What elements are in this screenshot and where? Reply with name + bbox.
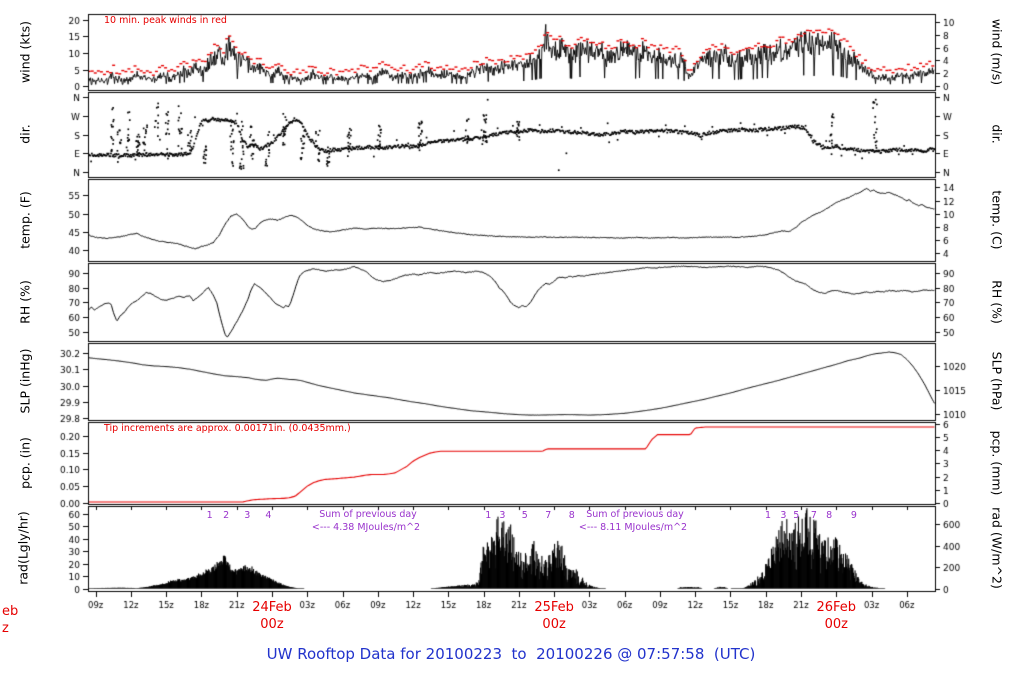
axis-label-slp-right: SLP (hPa) — [989, 351, 1005, 411]
x-axis-date-label: 25Feb — [534, 600, 574, 615]
rad-hour-marker: 4 — [265, 510, 272, 521]
rad-hour-marker: 1 — [485, 510, 492, 521]
rad-hour-marker: 5 — [521, 510, 528, 521]
axis-label-pcp-left: pcp. (in) — [17, 437, 33, 489]
page-title: UW Rooftop Data for 20100223 to 20100226… — [266, 645, 756, 663]
axis-label-wind-left: wind (kts) — [17, 21, 33, 83]
x-axis-date-label: 26Feb — [816, 600, 857, 615]
rad-hour-marker: 7 — [810, 510, 817, 521]
x-axis-date-time-label: 00z — [542, 617, 566, 632]
axis-label-pcp-right: pcp. (mm) — [989, 430, 1005, 496]
axis-label-rad-right: rad (W/m^2) — [989, 507, 1005, 589]
pcp-tip-note: Tip increments are approx. 0.00171in. (0… — [104, 423, 351, 434]
rad-hour-marker: 1 — [206, 510, 213, 521]
rad-hour-marker: 2 — [223, 510, 230, 521]
axis-label-wind-right: wind (m/s) — [989, 18, 1005, 86]
clipped-date-label-line1: eb — [2, 604, 19, 619]
axis-label-temp-right: temp. (C) — [989, 190, 1005, 250]
axis-label-slp-left: SLP (inHg) — [17, 348, 33, 414]
rad-hour-marker: 1 — [765, 510, 772, 521]
axis-label-dir-left: dir. — [17, 124, 33, 144]
rad-hour-marker: 3 — [780, 510, 787, 521]
rad-hour-marker: 8 — [826, 510, 833, 521]
rad-sum-note-1-line1: Sum of previous day — [319, 509, 417, 520]
rad-hour-marker: 3 — [499, 510, 506, 521]
rad-sum-note-2-line2: <--- 8.11 MJoules/m^2 — [578, 522, 688, 533]
wind-peak-note: 10 min. peak winds in red — [104, 15, 227, 26]
axis-label-rad-left: rad(Lgly/hr) — [15, 511, 31, 585]
rad-sum-note-2-line1: Sum of previous day — [586, 509, 684, 520]
rad-hour-marker: 8 — [568, 510, 575, 521]
rad-hour-marker: 5 — [793, 510, 800, 521]
x-axis-date-time-label: 00z — [824, 617, 848, 632]
x-axis-date-label: 24Feb — [252, 600, 292, 615]
clipped-date-label-line2: z — [2, 621, 9, 636]
rad-hour-marker: 9 — [850, 510, 857, 521]
x-axis-date-time-label: 00z — [260, 617, 284, 632]
axis-label-rh-right: RH (%) — [989, 280, 1005, 324]
axis-label-dir-right: dir. — [989, 124, 1005, 144]
rad-hour-marker: 3 — [244, 510, 251, 521]
rad-hour-marker: 7 — [545, 510, 552, 521]
axis-label-temp-left: temp. (F) — [17, 191, 33, 249]
rad-sum-note-1-line2: <--- 4.38 MJoules/m^2 — [311, 522, 421, 533]
axis-label-rh-left: RH (%) — [17, 280, 33, 324]
